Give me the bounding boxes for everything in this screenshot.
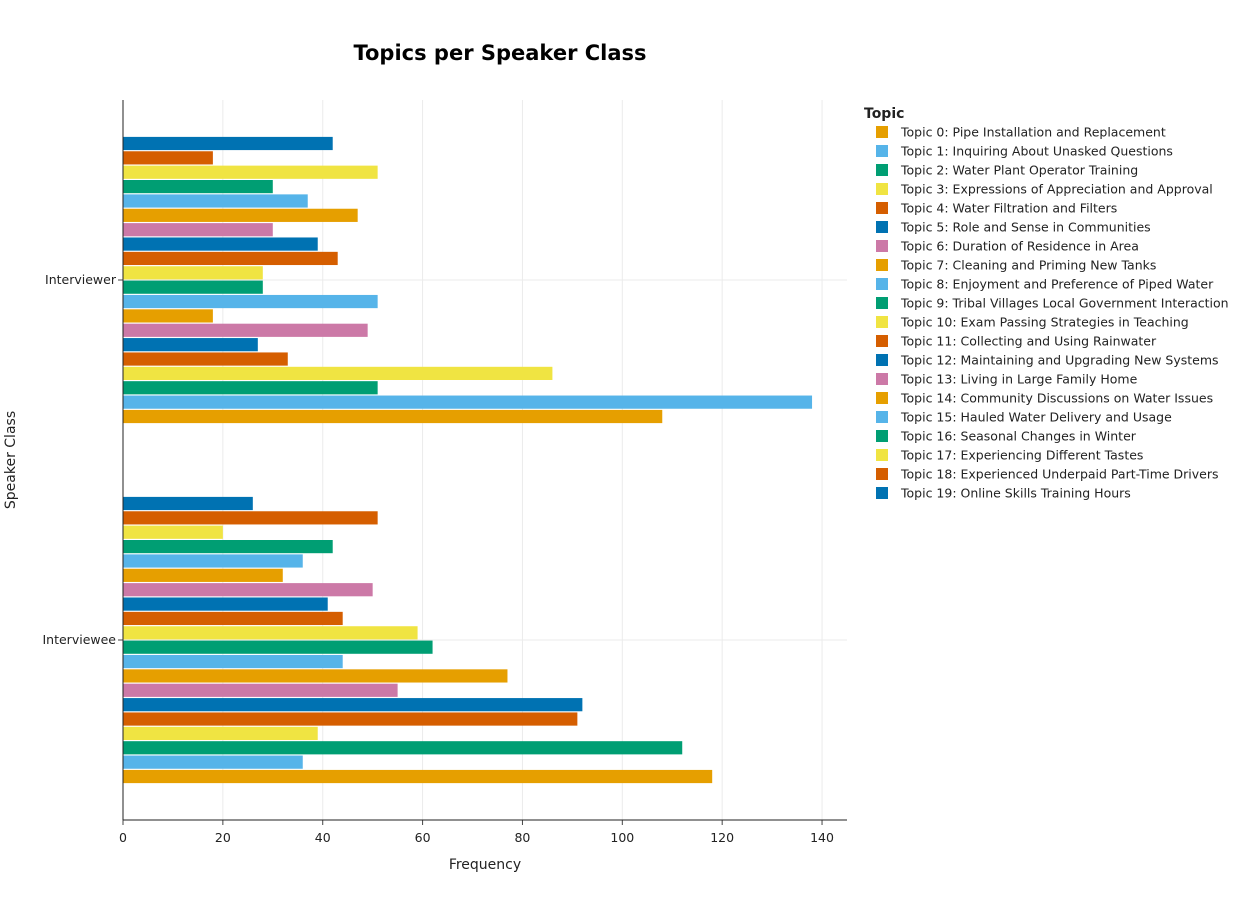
bar	[123, 338, 258, 352]
gridlines	[123, 100, 847, 820]
legend-entry: Topic 19: Online Skills Training Hours	[900, 486, 1131, 501]
legend-swatch	[876, 278, 888, 290]
bar	[123, 597, 328, 611]
bar	[123, 741, 683, 755]
x-tick-label: 20	[215, 830, 231, 845]
bar	[123, 583, 373, 597]
bar	[123, 769, 713, 784]
bar	[123, 352, 288, 366]
bar	[123, 511, 378, 525]
y-tick-label: Interviewer	[45, 272, 117, 287]
x-tick-label: 40	[315, 830, 331, 845]
bar	[123, 381, 378, 395]
bar	[123, 208, 358, 222]
bar	[123, 525, 223, 539]
legend-entry: Topic 11: Collecting and Using Rainwater	[900, 334, 1157, 349]
bar	[123, 237, 318, 251]
x-tick-label: 60	[415, 830, 431, 845]
legend-entry: Topic 17: Experiencing Different Tastes	[900, 448, 1143, 463]
bar	[123, 395, 813, 409]
legend-swatch	[876, 202, 888, 214]
bar	[123, 366, 553, 380]
x-tick-label: 140	[810, 830, 834, 845]
bar	[123, 280, 263, 294]
legend-swatch	[876, 392, 888, 404]
legend-entry: Topic 0: Pipe Installation and Replaceme…	[900, 125, 1166, 140]
bar	[123, 669, 508, 683]
bar	[123, 540, 333, 554]
legend-swatch	[876, 221, 888, 233]
axes: 0 20 40 60 80 100 120 140 Interviewer Interviewee	[42, 100, 847, 845]
legend-swatch	[876, 354, 888, 366]
legend: Topic Topic 0: Pipe Installation and Rep…	[864, 106, 1229, 501]
legend-swatch	[876, 316, 888, 328]
chart-title: Topics per Speaker Class	[353, 41, 646, 65]
legend-entry: Topic 13: Living in Large Family Home	[900, 372, 1138, 387]
x-tick-label: 80	[514, 830, 530, 845]
bar	[123, 151, 213, 165]
bar	[123, 726, 318, 741]
bar	[123, 180, 273, 194]
legend-entry: Topic 5: Role and Sense in Communities	[900, 220, 1151, 235]
bar	[123, 683, 398, 697]
legend-swatch	[876, 468, 888, 480]
bar	[123, 568, 283, 582]
legend-entry: Topic 4: Water Filtration and Filters	[900, 201, 1117, 216]
legend-entry: Topic 12: Maintaining and Upgrading New …	[900, 353, 1219, 368]
bar	[123, 165, 378, 179]
legend-swatch	[876, 297, 888, 309]
legend-entry: Topic 18: Experienced Underpaid Part-Tim…	[900, 467, 1219, 482]
bar	[123, 309, 213, 323]
bar	[123, 712, 578, 726]
x-tick-label: 120	[710, 830, 734, 845]
legend-swatch	[876, 183, 888, 195]
y-tick-label: Interviewee	[42, 632, 116, 647]
legend-swatch	[876, 164, 888, 176]
legend-swatch	[876, 126, 888, 138]
bar	[123, 698, 583, 712]
legend-entry: Topic 7: Cleaning and Priming New Tanks	[900, 258, 1156, 273]
legend-entry: Topic 3: Expressions of Appreciation and…	[900, 182, 1213, 197]
legend-entry: Topic 2: Water Plant Operator Training	[900, 163, 1138, 178]
legend-swatch	[876, 240, 888, 252]
bar	[123, 409, 663, 424]
bar	[123, 194, 308, 208]
bar	[123, 496, 253, 511]
bar	[123, 626, 418, 640]
legend-entry: Topic 6: Duration of Residence in Area	[900, 239, 1139, 254]
legend-swatch	[876, 259, 888, 271]
legend-swatch	[876, 487, 888, 499]
legend-swatch	[876, 335, 888, 347]
bar	[123, 755, 303, 769]
bar	[123, 266, 263, 280]
bars	[123, 136, 813, 784]
bar	[123, 640, 433, 654]
bar	[123, 654, 343, 669]
legend-swatch	[876, 430, 888, 442]
legend-entry: Topic 14: Community Discussions on Water…	[900, 391, 1213, 406]
legend-swatch	[876, 411, 888, 423]
bar	[123, 223, 273, 237]
legend-entry: Topic 10: Exam Passing Strategies in Tea…	[900, 315, 1189, 330]
legend-swatch	[876, 373, 888, 385]
legend-entry: Topic 9: Tribal Villages Local Governmen…	[900, 296, 1229, 311]
bar	[123, 611, 343, 626]
legend-entry: Topic 1: Inquiring About Unasked Questio…	[900, 144, 1173, 159]
legend-entry: Topic 8: Enjoyment and Preference of Pip…	[900, 277, 1214, 292]
bar	[123, 323, 368, 337]
x-tick-label: 0	[119, 830, 127, 845]
bar	[123, 251, 338, 266]
legend-swatch	[876, 449, 888, 461]
x-axis-label: Frequency	[449, 857, 521, 873]
bar	[123, 294, 378, 309]
legend-entry: Topic 15: Hauled Water Delivery and Usag…	[900, 410, 1172, 425]
bar	[123, 136, 333, 151]
x-tick-label: 100	[610, 830, 634, 845]
y-axis-label: Speaker Class	[3, 411, 19, 509]
bar	[123, 554, 303, 568]
legend-title: Topic	[864, 106, 904, 122]
legend-swatch	[876, 145, 888, 157]
legend-entry: Topic 16: Seasonal Changes in Winter	[900, 429, 1137, 444]
